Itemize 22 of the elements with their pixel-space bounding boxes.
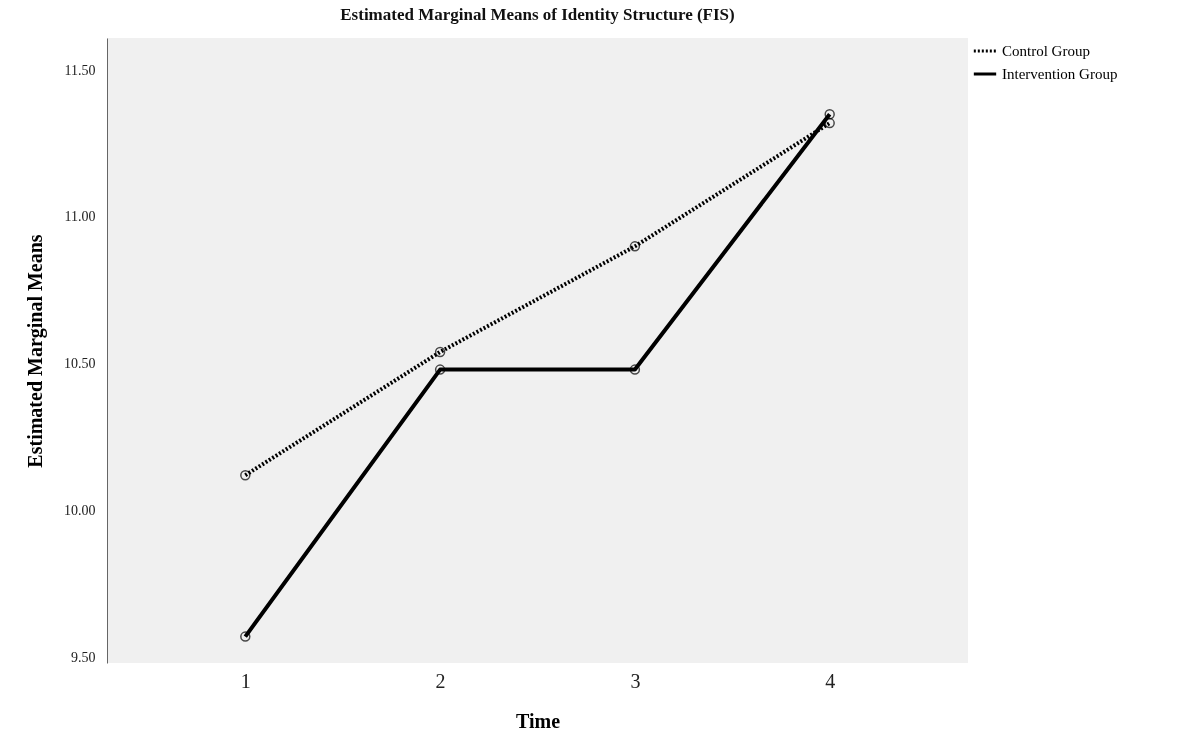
y-tick-label: 9.50 <box>71 649 96 665</box>
point <box>629 241 641 252</box>
y-axis-title: Estimated Marginal Means <box>24 234 47 468</box>
legend-label: Control Group <box>1002 43 1090 59</box>
x-axis-title: Time <box>515 709 561 732</box>
point <box>434 346 446 358</box>
y-tick-label: 10.00 <box>64 502 96 518</box>
point <box>240 631 251 642</box>
point <box>629 364 641 375</box>
point <box>240 469 251 481</box>
y-tick-label: 11.50 <box>64 62 96 78</box>
point <box>824 109 835 120</box>
y-tick-label: 10.50 <box>64 356 96 372</box>
x-tick-label: 4 <box>825 669 836 692</box>
x-tick-label: 2 <box>435 669 446 692</box>
x-tick-label: 1 <box>240 669 251 692</box>
legend-label: Intervention Group <box>1002 66 1118 82</box>
y-tick-label: 11.00 <box>64 209 96 225</box>
point <box>434 364 446 375</box>
point <box>824 117 835 129</box>
x-tick-label: 3 <box>630 669 641 692</box>
chart-title: Estimated Marginal Means of Identity Structure (FIS) <box>340 5 735 24</box>
